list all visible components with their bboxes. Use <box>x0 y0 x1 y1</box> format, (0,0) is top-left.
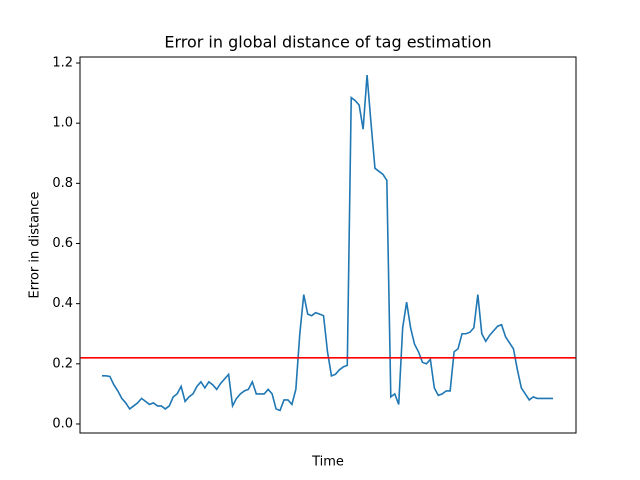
y-tick-label: 1.0 <box>52 116 73 131</box>
y-tick-label: 0.0 <box>52 416 73 431</box>
y-tick-label: 0.2 <box>52 356 73 371</box>
x-axis-label: Time <box>311 455 344 470</box>
y-tick-label: 0.4 <box>52 296 73 311</box>
data-line <box>102 74 553 412</box>
y-axis-label: Error in distance <box>28 192 43 299</box>
y-tick-label: 0.8 <box>52 176 73 191</box>
y-tick-label: 1.2 <box>52 56 73 71</box>
chart-title: Error in global distance of tag estimati… <box>164 33 491 52</box>
plot-frame <box>79 56 577 434</box>
y-tick-label: 0.6 <box>52 236 73 251</box>
